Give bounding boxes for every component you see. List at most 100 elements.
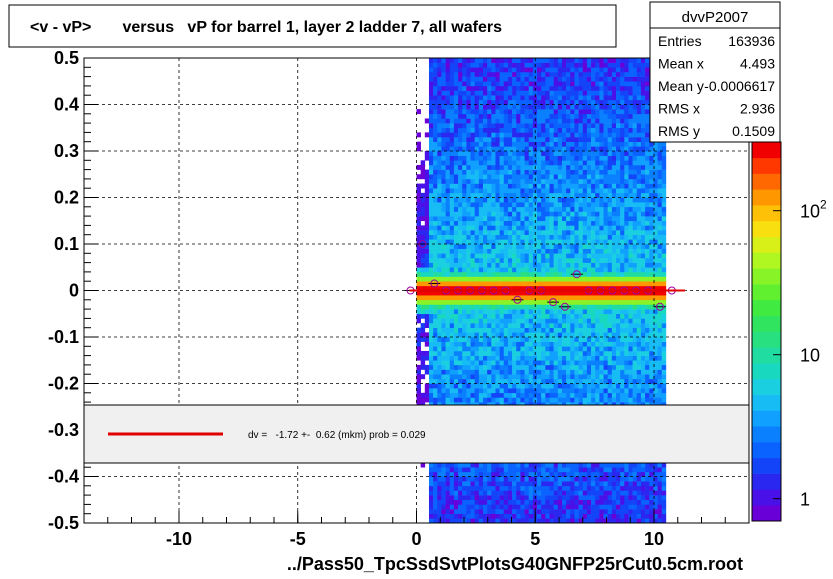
heatmap-cell xyxy=(537,76,542,82)
heatmap-cell xyxy=(574,146,579,152)
heatmap-cell xyxy=(570,141,575,147)
heatmap-cell xyxy=(441,58,446,63)
heatmap-cell xyxy=(553,378,559,384)
heatmap-cell xyxy=(545,388,550,394)
heatmap-cell xyxy=(495,509,500,514)
heatmap-cell xyxy=(528,313,534,319)
heatmap-cell xyxy=(537,467,542,473)
heatmap-cell xyxy=(524,490,530,496)
heatmap-cell xyxy=(582,355,588,361)
heatmap-cell xyxy=(437,67,442,73)
heatmap-cell xyxy=(474,290,480,296)
heatmap-cell xyxy=(557,248,563,254)
heatmap-cell xyxy=(611,71,617,77)
heatmap-cell xyxy=(578,509,584,514)
heatmap-cell xyxy=(537,244,542,249)
heatmap-cell xyxy=(503,318,509,324)
heatmap-cell xyxy=(553,81,559,87)
heatmap-cell xyxy=(449,211,455,217)
heatmap-cell xyxy=(483,513,488,519)
heatmap-cell xyxy=(520,513,525,519)
heatmap-cell xyxy=(478,299,484,305)
heatmap-cell xyxy=(541,495,546,501)
heatmap-cell xyxy=(462,295,467,301)
heatmap-cell xyxy=(516,234,521,240)
heatmap-cell xyxy=(416,346,421,352)
heatmap-cell xyxy=(574,509,579,514)
heatmap-cell xyxy=(433,341,438,347)
heatmap-cell xyxy=(495,183,500,189)
heatmap-cell xyxy=(474,374,480,380)
heatmap-cell xyxy=(487,332,492,338)
heatmap-cell xyxy=(586,220,592,226)
heatmap-cell xyxy=(433,188,438,194)
heatmap-cell xyxy=(549,211,554,217)
heatmap-cell xyxy=(437,81,442,87)
heatmap-cell xyxy=(553,290,559,296)
heatmap-cell xyxy=(591,146,596,152)
heatmap-cell xyxy=(516,183,521,189)
heatmap-cell xyxy=(595,313,600,319)
heatmap-cell xyxy=(428,364,434,370)
heatmap-cell xyxy=(566,58,571,63)
heatmap-cell xyxy=(428,239,434,245)
heatmap-cell xyxy=(624,327,629,333)
heatmap-cell xyxy=(586,81,592,87)
heatmap-cell xyxy=(595,169,600,175)
heatmap-cell xyxy=(520,364,525,370)
heatmap-cell xyxy=(487,160,492,166)
heatmap-cell xyxy=(499,127,505,133)
heatmap-cell xyxy=(574,281,579,287)
heatmap-cell xyxy=(495,309,500,315)
heatmap-cell xyxy=(458,155,463,161)
heatmap-cell xyxy=(549,276,554,282)
heatmap-cell xyxy=(495,225,500,231)
heatmap-cell xyxy=(462,513,467,519)
heatmap-cell xyxy=(478,248,484,254)
heatmap-cell xyxy=(620,71,625,77)
heatmap-cell xyxy=(453,99,459,105)
heatmap-cell xyxy=(599,95,604,101)
heatmap-cell xyxy=(574,169,579,175)
heatmap-cell xyxy=(453,160,459,166)
heatmap-cell xyxy=(591,99,596,105)
heatmap-cell xyxy=(541,192,546,198)
heatmap-cell xyxy=(599,239,604,245)
heatmap-cell xyxy=(586,104,592,110)
heatmap-cell xyxy=(503,164,509,170)
heatmap-cell xyxy=(616,462,621,468)
heatmap-cell xyxy=(445,137,451,142)
heatmap-cell xyxy=(561,369,567,375)
heatmap-cell xyxy=(624,350,629,356)
heatmap-cell xyxy=(599,476,604,482)
heatmap-cell xyxy=(574,234,579,240)
heatmap-cell xyxy=(611,137,617,142)
heatmap-cell xyxy=(586,374,592,380)
heatmap-cell xyxy=(516,281,521,287)
heatmap-cell xyxy=(478,225,484,231)
heatmap-cell xyxy=(557,318,563,324)
heatmap-cell xyxy=(437,397,442,403)
heatmap-cell xyxy=(433,248,438,254)
heatmap-cell xyxy=(507,216,513,222)
heatmap-cell xyxy=(607,299,613,305)
heatmap-cell xyxy=(445,151,451,156)
heatmap-cell xyxy=(495,141,500,147)
heatmap-cell xyxy=(561,327,567,333)
heatmap-cell xyxy=(462,216,467,222)
heatmap-cell xyxy=(595,383,600,389)
heatmap-cell xyxy=(433,513,438,519)
heatmap-cell xyxy=(553,248,559,254)
heatmap-cell xyxy=(512,248,517,254)
heatmap-cell xyxy=(574,374,579,380)
heatmap-cell xyxy=(553,257,559,263)
heatmap-cell xyxy=(433,71,438,77)
heatmap-cell xyxy=(541,309,546,315)
heatmap-cell xyxy=(524,192,530,198)
heatmap-cell xyxy=(541,248,546,254)
heatmap-cell xyxy=(491,281,496,287)
heatmap-cell xyxy=(561,141,567,147)
heatmap-cell xyxy=(611,462,617,468)
heatmap-cell xyxy=(416,164,421,170)
heatmap-cell xyxy=(445,239,451,245)
